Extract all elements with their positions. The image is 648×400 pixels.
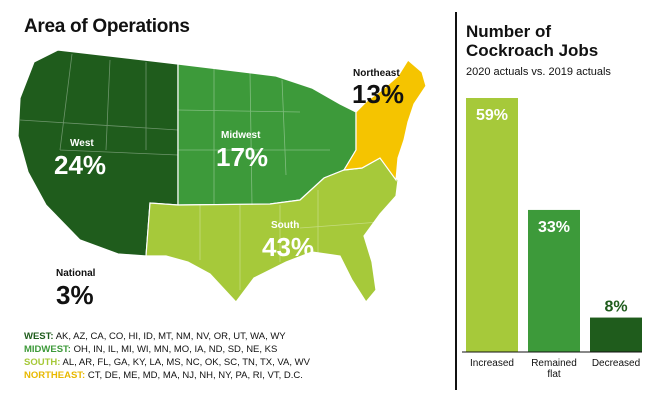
legend-south-region: SOUTH: [24,357,61,368]
region-northeast-shape [342,59,427,182]
x-tick-label: Increased [470,358,514,369]
region-northeast-name: Northeast [353,68,400,79]
legend-midwest-states: OH, IN, IL, MI, WI, MN, MO, IA, ND, SD, … [73,344,278,355]
x-tick-label: flat [547,369,561,380]
x-tick-label: Remained [531,358,577,369]
legend-west-states: AK, AZ, CA, CO, HI, ID, MT, NM, NV, OR, … [55,331,286,342]
bar-value-label: 59% [476,107,508,124]
region-northeast-percent: 13% [352,79,404,109]
legend-northeast-region: NORTHEAST: [24,370,86,381]
chart-title: Number of Cockroach Jobs [466,22,599,60]
bar-remained-flat [528,209,580,352]
legend-midwest: MIDWEST: OH, IN, IL, MI, WI, MN, MO, IA,… [24,343,310,356]
region-south-name: South [271,220,299,231]
region-west-name: West [70,138,94,149]
national-name: National [56,268,96,279]
panel-divider [455,12,457,390]
us-region-map: West 24% Midwest 17% South 43% Northeast… [17,49,427,310]
legend-midwest-region: MIDWEST: [24,344,71,355]
legend-west-region: WEST: [24,331,54,342]
region-midwest-name: Midwest [221,130,261,141]
region-legend: WEST: AK, AZ, CA, CO, HI, ID, MT, NM, NV… [24,330,310,382]
map-title: Area of Operations [24,16,190,37]
x-tick-label: Decreased [592,358,640,369]
bar-value-label: 8% [604,299,627,316]
legend-south-states: AL, AR, FL, GA, KY, LA, MS, NC, OK, SC, … [62,357,310,368]
legend-south: SOUTH: AL, AR, FL, GA, KY, LA, MS, NC, O… [24,356,310,369]
region-west-percent: 24% [54,150,106,180]
region-south-percent: 43% [262,232,314,262]
bar-value-label: 33% [538,219,570,236]
national-percent: 3% [56,280,94,310]
bar-increased [466,98,518,352]
bar-decreased [590,317,642,352]
legend-west: WEST: AK, AZ, CA, CO, HI, ID, MT, NM, NV… [24,330,310,343]
region-midwest-percent: 17% [216,142,268,172]
legend-northeast: NORTHEAST: CT, DE, ME, MD, MA, NJ, NH, N… [24,369,310,382]
chart-subtitle: 2020 actuals vs. 2019 actuals [466,66,611,78]
legend-northeast-states: CT, DE, ME, MD, MA, NJ, NH, NY, PA, RI, … [87,370,303,381]
